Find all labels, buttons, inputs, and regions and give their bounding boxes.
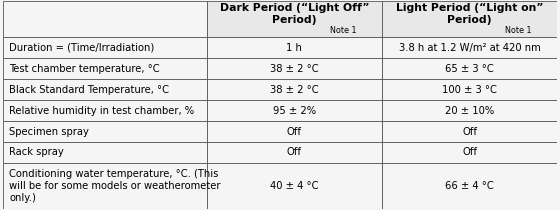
Bar (382, 1, 557, 37)
Text: 65 ± 3 °C: 65 ± 3 °C (445, 64, 494, 74)
Text: Light Period (“Light on”
Period): Light Period (“Light on” Period) (396, 3, 543, 25)
Bar (382, 79, 557, 100)
Bar (3, 100, 207, 121)
Text: Off: Off (287, 147, 302, 158)
Bar (207, 121, 382, 142)
Text: Off: Off (462, 147, 477, 158)
Bar (3, 1, 207, 37)
Text: 1 h: 1 h (287, 43, 302, 53)
Bar (3, 37, 207, 58)
Bar (3, 58, 207, 79)
Bar (382, 142, 557, 163)
Text: 38 ± 2 °C: 38 ± 2 °C (270, 64, 319, 74)
Text: Relative humidity in test chamber, %: Relative humidity in test chamber, % (10, 106, 194, 116)
Bar (207, 163, 382, 209)
Bar (207, 100, 382, 121)
Text: 20 ± 10%: 20 ± 10% (445, 106, 494, 116)
Text: 66 ± 4 °C: 66 ± 4 °C (445, 181, 494, 191)
Bar (382, 121, 557, 142)
Bar (207, 37, 382, 58)
Text: Black Standard Temperature, °C: Black Standard Temperature, °C (10, 85, 170, 95)
Text: Dark Period (“Light Off”
Period): Dark Period (“Light Off” Period) (220, 3, 369, 25)
Text: 38 ± 2 °C: 38 ± 2 °C (270, 85, 319, 95)
Bar (207, 1, 382, 37)
Text: Duration = (Time/Irradiation): Duration = (Time/Irradiation) (10, 43, 155, 53)
Bar (207, 142, 382, 163)
Text: Off: Off (287, 127, 302, 136)
Bar (3, 79, 207, 100)
Text: 100 ± 3 °C: 100 ± 3 °C (442, 85, 497, 95)
Bar (3, 121, 207, 142)
Bar (382, 100, 557, 121)
Text: Off: Off (462, 127, 477, 136)
Bar (382, 37, 557, 58)
Text: Test chamber temperature, °C: Test chamber temperature, °C (10, 64, 160, 74)
Bar (3, 163, 207, 209)
Text: Rack spray: Rack spray (10, 147, 64, 158)
Text: Specimen spray: Specimen spray (10, 127, 90, 136)
Text: 40 ± 4 °C: 40 ± 4 °C (270, 181, 319, 191)
Bar (382, 58, 557, 79)
Text: 95 ± 2%: 95 ± 2% (273, 106, 316, 116)
Text: Note 1: Note 1 (330, 26, 357, 35)
Text: Note 1: Note 1 (506, 26, 532, 35)
Bar (207, 58, 382, 79)
Bar (3, 142, 207, 163)
Text: Conditioning water temperature, °C. (This
will be for some models or weatheromet: Conditioning water temperature, °C. (Thi… (10, 169, 221, 203)
Bar (382, 163, 557, 209)
Text: 3.8 h at 1.2 W/m² at 420 nm: 3.8 h at 1.2 W/m² at 420 nm (399, 43, 540, 53)
Bar (207, 79, 382, 100)
